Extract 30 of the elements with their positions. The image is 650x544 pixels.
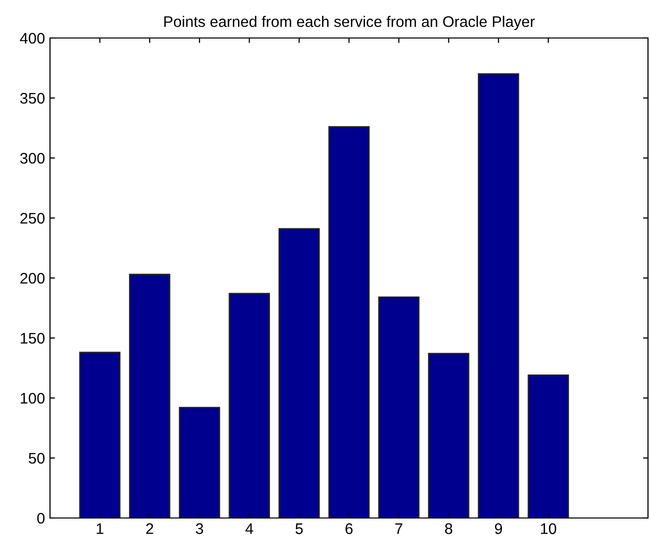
y-tick-label: 250 [20,212,45,224]
x-tick-label: 6 [346,523,353,534]
bar [378,296,420,518]
chart-title: Points earned from each service from an Oracle Player [164,16,535,30]
y-tick-label: 50 [28,452,45,464]
bar [278,228,320,518]
bar [528,374,569,518]
bar [328,126,370,518]
x-tick-label: 4 [245,523,254,534]
bar [478,73,520,518]
x-tick-label: 3 [196,523,204,534]
x-tick-label: 7 [395,523,402,534]
y-tick-label: 300 [20,152,45,164]
x-tick-label: 9 [494,523,502,534]
y-tick-label: 150 [20,332,45,344]
y-tick-label: 0 [37,512,45,524]
x-tick-label: 10 [541,523,556,534]
bar [178,406,220,518]
y-tick-label: 200 [20,272,45,284]
bar [129,274,170,518]
bar [228,292,270,518]
x-tick-label: 2 [146,523,154,534]
x-tick-label: 5 [296,523,303,534]
x-tick-label: 1 [96,523,104,534]
bar [428,352,470,518]
y-tick-label: 100 [20,392,45,404]
bar [79,352,120,518]
y-tick-label: 350 [20,92,45,104]
y-tick-label: 400 [20,32,45,44]
x-tick-label: 8 [445,523,452,534]
